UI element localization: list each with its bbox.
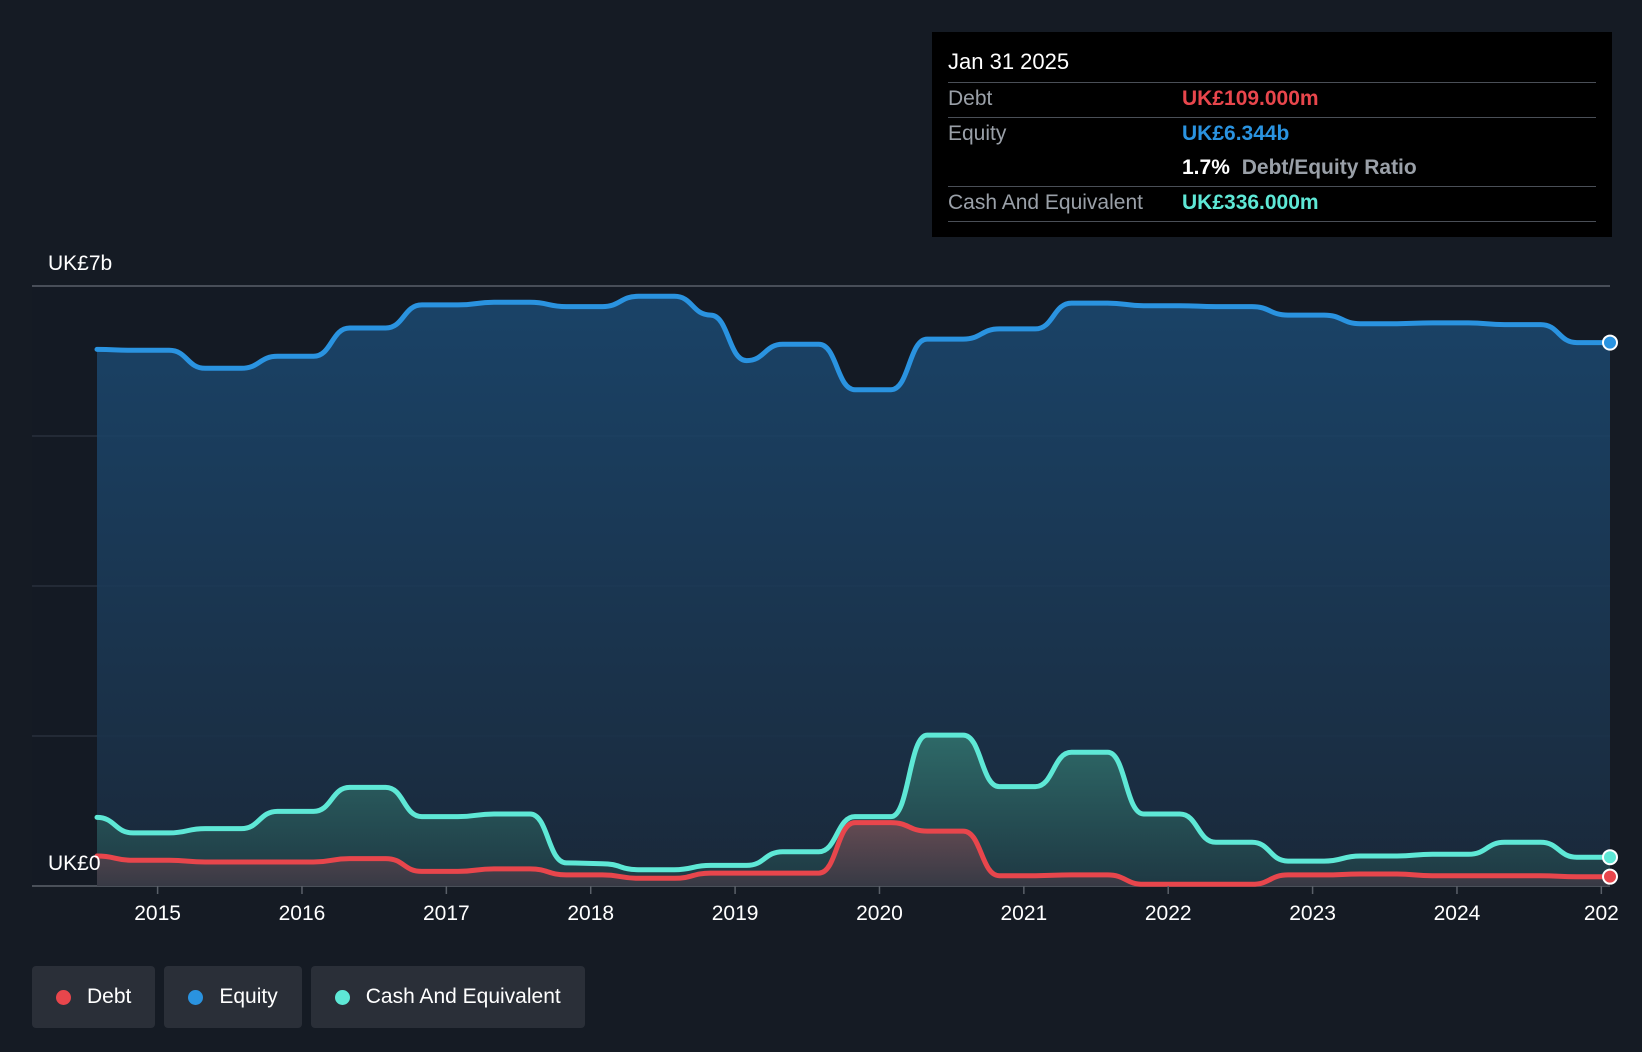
x-axis: 2015 2016 2017 2018 2019 2020 2021 2022 2023 2024… — [134, 886, 1619, 925]
x-tick-label: 2024 — [1434, 902, 1481, 925]
cash-endpoint — [1602, 849, 1618, 866]
tooltip-ratio-value: 1.7% — [1182, 156, 1230, 179]
tooltip-equity-label: Equity — [948, 122, 1007, 145]
legend-dot-equity — [188, 989, 204, 1005]
tooltip-panel: Jan 31 2025 Debt UK£109.000m Equity UK£6… — [932, 32, 1612, 237]
legend-label-debt: Debt — [87, 985, 132, 1008]
cash-area — [97, 735, 1610, 886]
equity-endpoint — [1602, 334, 1618, 351]
x-tick-label: 2019 — [712, 902, 759, 925]
tooltip-row-cash: Cash And Equivalent UK£336.000m — [948, 186, 1596, 222]
x-tick-label: 2017 — [423, 902, 470, 925]
y-tick-label-bottom: UK£0 — [48, 852, 101, 875]
legend-item-equity[interactable]: Equity — [164, 966, 302, 1028]
legend: Debt Equity Cash And Equivalent — [32, 966, 585, 1028]
y-axis: UK£7b UK£0 — [48, 252, 112, 875]
legend-item-cash[interactable]: Cash And Equivalent — [310, 966, 585, 1028]
x-tick-label: 202 — [1584, 902, 1619, 925]
y-tick-label-top: UK£7b — [48, 252, 112, 275]
tooltip-debt-label: Debt — [948, 87, 993, 110]
x-tick-label: 2022 — [1145, 902, 1192, 925]
tooltip-debt-value: UK£109.000m — [1182, 87, 1319, 110]
equity-line — [94, 293, 1613, 393]
legend-dot-debt — [56, 989, 71, 1005]
tooltip-equity-value: UK£6.344b — [1182, 122, 1290, 145]
x-tick-label: 2023 — [1289, 902, 1336, 925]
x-tick-label: 2018 — [567, 902, 614, 925]
x-tick-label: 2015 — [134, 902, 181, 925]
tooltip-cash-label: Cash And Equivalent — [948, 191, 1143, 214]
equity-area — [97, 296, 1610, 886]
debt-line — [94, 820, 1613, 887]
tooltip-date: Jan 31 2025 — [948, 49, 1070, 74]
debt-area — [97, 822, 1610, 886]
x-tick-label: 2016 — [279, 902, 326, 925]
debt-endpoint — [1602, 868, 1618, 885]
tooltip-cash-value: UK£336.000m — [1182, 191, 1319, 214]
legend-label-cash: Cash And Equivalent — [365, 985, 561, 1008]
tooltip-row-equity: Equity UK£6.344b — [948, 117, 1596, 152]
legend-label-equity: Equity — [219, 985, 278, 1008]
legend-dot-cash — [334, 989, 350, 1005]
legend-item-debt[interactable]: Debt — [32, 966, 156, 1028]
x-tick-label: 2020 — [856, 902, 903, 925]
x-tick-label: 2021 — [1000, 902, 1047, 925]
cash-line — [94, 732, 1613, 873]
tooltip-row-ratio: 1.7% Debt/Equity Ratio — [948, 152, 1596, 186]
tooltip-row-debt: Debt UK£109.000m — [948, 82, 1596, 117]
tooltip-ratio-label: Debt/Equity Ratio — [1241, 156, 1417, 179]
